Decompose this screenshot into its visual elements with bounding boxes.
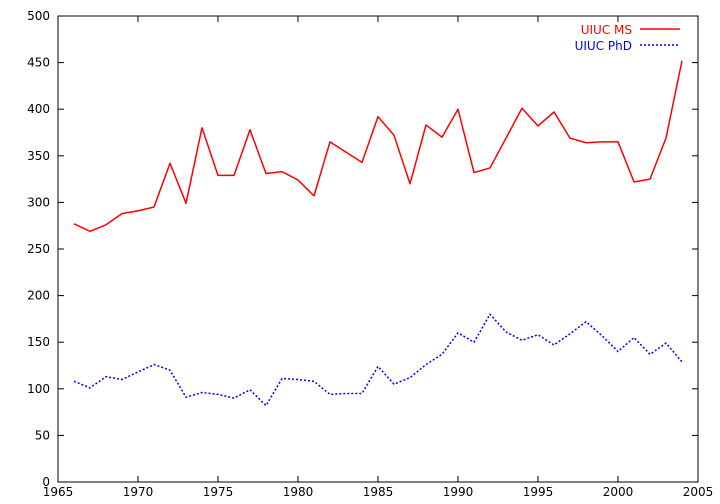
x-tick-label: 2005 xyxy=(683,485,714,499)
y-tick-label: 200 xyxy=(27,289,50,303)
y-tick-label: 400 xyxy=(27,102,50,116)
y-axis: 0 50 100 150 200 250 300 350 400 450 500 xyxy=(27,9,698,489)
x-axis: 1965 1970 1975 1980 1985 1990 1995 2000 2005 xyxy=(43,16,714,499)
y-tick-label: 500 xyxy=(27,9,50,23)
x-tick-label: 1985 xyxy=(363,485,394,499)
x-tick-label: 1970 xyxy=(123,485,154,499)
y-tick-label: 250 xyxy=(27,242,50,256)
y-tick-label: 100 xyxy=(27,382,50,396)
x-tick-label: 1965 xyxy=(43,485,74,499)
series-line-phd xyxy=(73,313,683,407)
y-tick-label: 150 xyxy=(27,335,50,349)
legend-label-phd: UIUC PhD xyxy=(575,39,632,53)
series-line-ms xyxy=(73,60,683,233)
x-tick-label: 1995 xyxy=(523,485,554,499)
y-tick-label: 0 xyxy=(42,475,50,489)
x-tick-label: 1975 xyxy=(203,485,234,499)
x-tick-label: 2000 xyxy=(603,485,634,499)
legend: UIUC MS UIUC PhD xyxy=(575,23,680,53)
x-tick-label: 1990 xyxy=(443,485,474,499)
y-tick-label: 50 xyxy=(35,428,50,442)
series-layer xyxy=(73,60,683,407)
y-tick-label: 350 xyxy=(27,149,50,163)
plot-frame xyxy=(57,15,699,483)
x-tick-label: 1980 xyxy=(283,485,314,499)
legend-label-ms: UIUC MS xyxy=(581,23,632,37)
y-tick-label: 450 xyxy=(27,56,50,70)
y-tick-label: 300 xyxy=(27,195,50,209)
